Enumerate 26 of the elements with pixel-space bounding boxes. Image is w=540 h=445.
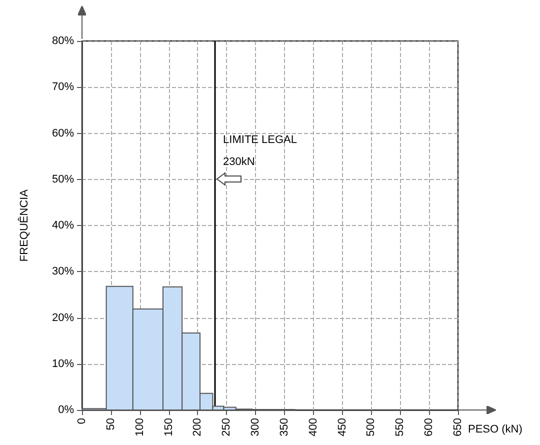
y-tick-label: 0%	[58, 404, 74, 416]
x-tick-label: 150	[162, 418, 175, 436]
y-axis-title: FREQUÊNCIA	[18, 188, 30, 262]
x-tick-label: 50	[104, 418, 117, 430]
x-axis-title: PESO (kN)	[468, 424, 522, 436]
y-tick-label: 30%	[52, 266, 74, 278]
ref-line-label: LIMITE LEGAL 230kN	[223, 134, 298, 168]
x-tick-label: 100	[134, 418, 146, 436]
x-tick-label: 500	[365, 418, 378, 436]
y-tick-label: 70%	[52, 81, 74, 94]
x-tick-label: 400	[307, 418, 320, 436]
y-tick-label: 40%	[52, 220, 74, 232]
y-tick-label: 60%	[52, 127, 74, 140]
y-tick-label: 10%	[52, 358, 74, 370]
y-tick-label: 50%	[52, 173, 74, 186]
x-tick-label: 450	[336, 418, 348, 436]
x-tick-label: 350	[278, 418, 290, 436]
y-tick-label: 20%	[52, 312, 74, 324]
x-tick-label: 300	[250, 418, 262, 436]
x-tick-label: 200	[192, 418, 204, 436]
x-tick-label: 650	[452, 418, 464, 436]
x-tick-label: 550	[394, 418, 406, 436]
x-tick-label: 600	[423, 418, 436, 436]
x-tick-label: 0	[76, 418, 88, 424]
x-tick-label: 250	[220, 418, 233, 436]
y-tick-label: 80%	[52, 35, 74, 47]
